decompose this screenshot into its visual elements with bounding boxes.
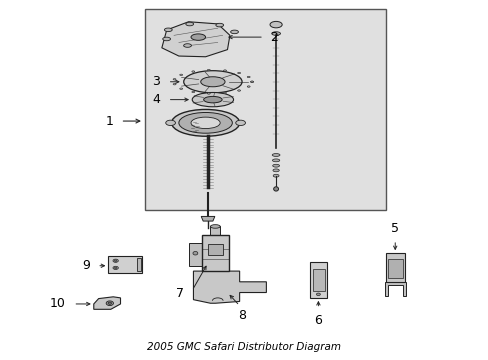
Text: 5: 5 [390,222,398,235]
Text: 3: 3 [152,75,160,88]
Ellipse shape [180,74,183,76]
Bar [207,244,222,255]
Bar [385,253,404,282]
Ellipse shape [223,70,226,71]
Ellipse shape [113,259,118,262]
Bar [188,243,202,266]
Ellipse shape [250,81,253,82]
Bar [144,9,385,210]
Ellipse shape [180,88,183,89]
Ellipse shape [273,187,278,191]
Bar [210,226,220,235]
Ellipse shape [272,154,280,157]
Bar [312,269,324,291]
Ellipse shape [191,117,220,129]
Ellipse shape [183,44,191,47]
Polygon shape [94,297,120,309]
Ellipse shape [223,92,226,94]
Ellipse shape [185,22,193,26]
Ellipse shape [183,71,242,93]
Ellipse shape [203,96,222,103]
Ellipse shape [164,28,172,32]
Bar [387,258,402,278]
Text: 8: 8 [238,309,245,321]
Ellipse shape [272,169,279,172]
Ellipse shape [163,37,170,41]
Ellipse shape [230,30,238,34]
Text: 2: 2 [269,31,277,44]
Ellipse shape [201,77,224,87]
Ellipse shape [237,72,240,74]
Ellipse shape [171,109,239,136]
Ellipse shape [247,86,250,87]
Ellipse shape [113,266,118,270]
Ellipse shape [210,225,220,228]
Ellipse shape [272,159,279,162]
Polygon shape [162,22,229,57]
Text: 2005 GMC Safari Distributor Diagram: 2005 GMC Safari Distributor Diagram [147,342,341,352]
Polygon shape [201,216,214,221]
Ellipse shape [106,301,113,306]
Ellipse shape [114,260,117,261]
Bar [108,256,142,273]
Bar [136,257,141,271]
Ellipse shape [272,164,279,167]
Text: 10: 10 [50,297,65,310]
Ellipse shape [193,251,198,255]
Ellipse shape [191,71,194,72]
Text: 9: 9 [82,259,90,272]
Ellipse shape [173,78,176,80]
Ellipse shape [114,267,117,269]
Ellipse shape [269,21,282,28]
Ellipse shape [316,293,320,296]
Ellipse shape [237,90,240,91]
Bar [201,235,228,271]
Ellipse shape [215,23,223,27]
Ellipse shape [191,34,205,40]
Ellipse shape [207,93,210,94]
Ellipse shape [207,69,210,71]
Polygon shape [193,271,266,303]
Ellipse shape [192,93,233,107]
Bar [309,262,326,298]
Text: 7: 7 [176,287,184,300]
Ellipse shape [273,174,279,177]
Text: 6: 6 [314,314,322,327]
Ellipse shape [247,76,250,78]
Ellipse shape [179,112,232,133]
Ellipse shape [191,91,194,93]
Ellipse shape [108,302,111,304]
Text: 1: 1 [105,114,113,127]
Ellipse shape [173,84,176,85]
Text: 4: 4 [152,93,160,106]
Polygon shape [384,282,405,296]
Ellipse shape [250,81,253,82]
Ellipse shape [271,32,280,35]
Ellipse shape [235,120,245,126]
Ellipse shape [165,120,175,126]
